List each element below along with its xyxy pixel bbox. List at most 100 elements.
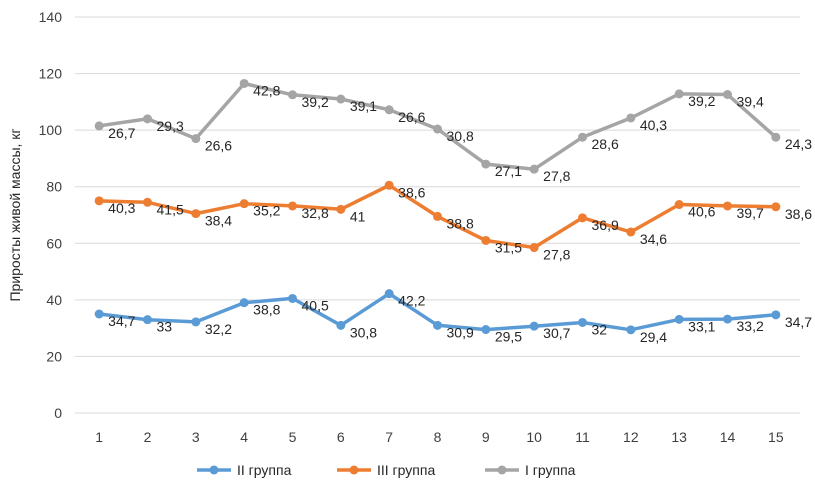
data-label: 42,2 bbox=[398, 293, 425, 309]
data-label: 40,3 bbox=[108, 200, 135, 216]
data-point bbox=[433, 124, 442, 134]
data-point bbox=[239, 199, 249, 209]
data-point bbox=[191, 317, 201, 327]
x-tick-label: 2 bbox=[144, 429, 152, 445]
data-point bbox=[94, 309, 104, 319]
data-label: 34,6 bbox=[640, 231, 667, 247]
series-1 bbox=[94, 289, 781, 335]
data-label: 40,3 bbox=[640, 117, 667, 133]
data-label: 33,2 bbox=[737, 318, 764, 334]
data-label: 33,1 bbox=[688, 318, 715, 334]
data-point bbox=[481, 235, 491, 245]
series-2 bbox=[94, 180, 781, 253]
x-tick-label: 12 bbox=[623, 429, 639, 445]
data-point bbox=[529, 243, 539, 253]
y-tick-label: 140 bbox=[39, 9, 63, 25]
y-tick-label: 100 bbox=[39, 122, 63, 138]
data-point bbox=[433, 211, 442, 221]
data-point bbox=[384, 180, 394, 190]
data-label: 31,5 bbox=[495, 239, 522, 255]
data-label: 27,8 bbox=[543, 168, 570, 184]
data-point bbox=[384, 289, 394, 299]
data-point bbox=[336, 204, 346, 214]
x-tick-label: 15 bbox=[768, 429, 784, 445]
data-point bbox=[481, 159, 491, 169]
data-labels: 34,7 33 32,2 38,8 40,5 30,8 42,2 30,9 29,5 30,7 32… bbox=[108, 82, 812, 344]
series-3 bbox=[94, 78, 781, 174]
data-point bbox=[674, 200, 684, 210]
x-tick-label: 8 bbox=[434, 429, 442, 445]
legend-item-1: II группа bbox=[197, 462, 292, 478]
y-axis-label: Приросты живой массы, кг bbox=[7, 128, 23, 301]
data-point bbox=[433, 320, 442, 330]
y-tick-label: 120 bbox=[39, 66, 63, 82]
data-label: 34,7 bbox=[785, 314, 812, 330]
data-point bbox=[529, 321, 539, 331]
data-label: 41,5 bbox=[157, 201, 184, 217]
data-label: 35,2 bbox=[253, 203, 280, 219]
series-group bbox=[94, 78, 781, 335]
data-point bbox=[529, 164, 539, 174]
x-tick-label: 9 bbox=[482, 429, 490, 445]
x-tick-label: 11 bbox=[575, 429, 590, 445]
data-point bbox=[578, 213, 587, 223]
data-point bbox=[143, 197, 152, 207]
data-label: 29,4 bbox=[640, 329, 667, 345]
data-label: 39,4 bbox=[737, 94, 764, 110]
y-tick-label: 60 bbox=[46, 235, 62, 251]
data-point bbox=[771, 132, 781, 142]
legend-marker bbox=[209, 465, 219, 475]
data-label: 30,8 bbox=[447, 128, 474, 144]
data-label: 30,9 bbox=[447, 324, 474, 340]
data-label: 26,6 bbox=[205, 138, 232, 154]
data-point bbox=[288, 293, 297, 303]
legend-marker bbox=[497, 465, 507, 475]
data-label: 32,8 bbox=[302, 205, 329, 221]
x-tick-label: 3 bbox=[192, 429, 200, 445]
data-point bbox=[578, 132, 587, 142]
data-point bbox=[336, 94, 346, 104]
data-point bbox=[771, 310, 781, 320]
data-label: 41 bbox=[350, 208, 366, 224]
data-label: 26,7 bbox=[108, 125, 135, 141]
data-point bbox=[674, 89, 684, 99]
data-point bbox=[771, 202, 781, 212]
data-point bbox=[578, 317, 587, 327]
data-label: 38,6 bbox=[785, 206, 812, 222]
data-point bbox=[94, 121, 104, 131]
data-point bbox=[626, 227, 636, 237]
data-label: 36,9 bbox=[592, 217, 619, 233]
data-point bbox=[626, 325, 636, 335]
data-point bbox=[239, 78, 249, 88]
data-label: 39,2 bbox=[688, 93, 715, 109]
x-tick-label: 5 bbox=[289, 429, 297, 445]
x-tick-label: 14 bbox=[720, 429, 736, 445]
legend-label: I группа bbox=[525, 462, 576, 478]
data-label: 30,7 bbox=[543, 325, 570, 341]
x-axis-ticks: 1 2 3 4 5 6 7 8 9 10 11 12 13 14 15 bbox=[95, 429, 784, 445]
data-label: 24,3 bbox=[785, 136, 812, 152]
x-tick-label: 6 bbox=[337, 429, 345, 445]
data-point bbox=[239, 298, 249, 308]
legend-item-3: I группа bbox=[485, 462, 576, 478]
data-point bbox=[191, 134, 201, 144]
data-label: 30,8 bbox=[350, 324, 377, 340]
legend-label: II группа bbox=[237, 462, 292, 478]
data-label: 27,1 bbox=[495, 163, 522, 179]
data-point bbox=[94, 196, 104, 206]
legend: II группа III группа I группа bbox=[197, 462, 576, 478]
data-label: 27,8 bbox=[543, 247, 570, 263]
legend-label: III группа bbox=[377, 462, 435, 478]
data-label: 42,8 bbox=[253, 82, 280, 98]
data-label: 38,8 bbox=[253, 302, 280, 318]
data-label: 38,8 bbox=[447, 215, 474, 231]
data-point bbox=[481, 325, 491, 335]
y-tick-label: 80 bbox=[46, 179, 62, 195]
data-label: 39,7 bbox=[737, 205, 764, 221]
data-point bbox=[191, 209, 201, 219]
x-tick-label: 10 bbox=[526, 429, 542, 445]
data-label: 32,2 bbox=[205, 321, 232, 337]
data-point bbox=[384, 105, 394, 115]
data-point bbox=[288, 90, 297, 100]
